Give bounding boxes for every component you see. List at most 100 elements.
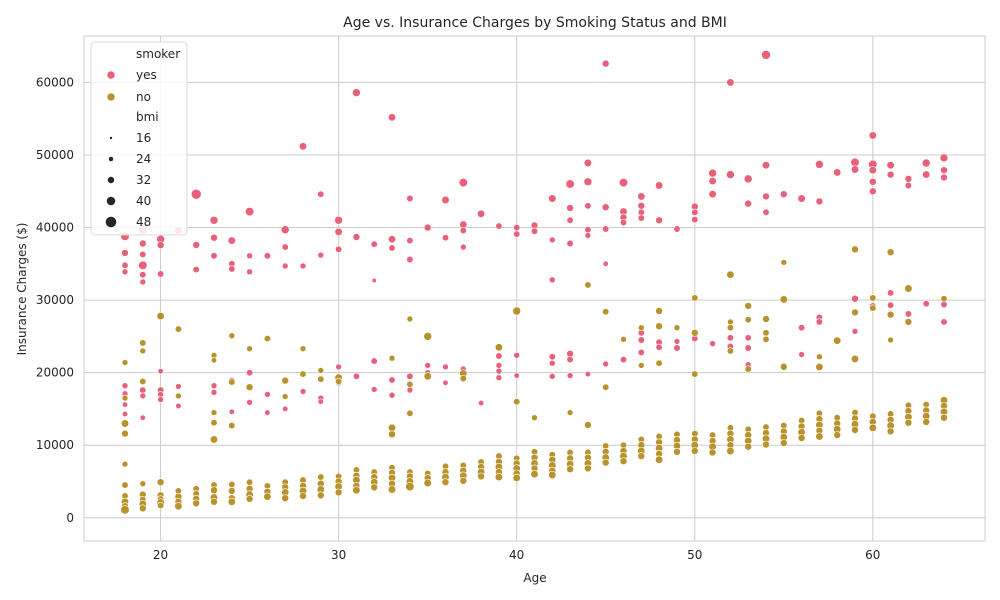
- point-smoker-no: [868, 423, 877, 432]
- plot-frame: [83, 35, 986, 542]
- point-smoker-no: [584, 464, 592, 473]
- point-smoker-yes: [708, 190, 717, 199]
- point-smoker-yes: [922, 170, 931, 179]
- point-smoker-yes: [282, 405, 289, 412]
- point-smoker-yes: [478, 400, 485, 407]
- point-smoker-yes: [246, 399, 253, 406]
- point-smoker-no: [121, 460, 129, 468]
- point-smoker-no: [121, 481, 129, 489]
- point-smoker-yes: [495, 374, 503, 381]
- point-smoker-no: [531, 414, 538, 421]
- point-smoker-yes: [299, 262, 307, 270]
- point-smoker-yes: [566, 239, 574, 248]
- point-smoker-yes: [210, 382, 218, 389]
- point-smoker-no: [210, 357, 218, 364]
- point-smoker-no: [387, 485, 397, 494]
- point-smoker-no: [797, 434, 806, 442]
- point-smoker-no: [726, 270, 735, 279]
- point-smoker-yes: [334, 215, 343, 225]
- point-smoker-no: [602, 383, 610, 391]
- point-smoker-yes: [726, 78, 735, 87]
- point-smoker-yes: [281, 243, 289, 251]
- point-smoker-yes: [228, 408, 235, 415]
- point-smoker-yes: [850, 165, 860, 174]
- point-smoker-yes: [798, 324, 806, 332]
- point-smoker-no: [566, 465, 574, 474]
- point-smoker-yes: [549, 236, 556, 244]
- point-smoker-yes: [210, 233, 218, 242]
- point-smoker-yes: [121, 249, 129, 257]
- point-smoker-no: [726, 347, 734, 355]
- point-smoker-no: [744, 365, 752, 373]
- point-smoker-yes: [886, 170, 895, 179]
- point-smoker-yes: [460, 243, 467, 251]
- point-smoker-no: [779, 295, 788, 304]
- point-smoker-no: [851, 308, 859, 317]
- point-smoker-no: [370, 483, 379, 492]
- point-smoker-no: [174, 502, 183, 511]
- point-smoker-no: [406, 380, 414, 388]
- point-smoker-yes: [743, 174, 753, 184]
- point-smoker-yes: [281, 262, 289, 270]
- point-smoker-yes: [637, 348, 645, 356]
- point-smoker-no: [423, 332, 433, 341]
- point-smoker-yes: [139, 414, 146, 421]
- point-smoker-yes: [940, 166, 948, 174]
- point-smoker-no: [406, 409, 414, 417]
- point-smoker-yes: [939, 153, 949, 163]
- point-smoker-yes: [352, 372, 360, 380]
- point-smoker-yes: [139, 278, 147, 286]
- point-smoker-no: [620, 336, 627, 343]
- point-smoker-yes: [673, 225, 681, 233]
- y-tick-label: 20000: [36, 366, 74, 380]
- point-smoker-yes: [602, 225, 610, 233]
- point-smoker-yes: [209, 215, 219, 225]
- point-smoker-yes: [797, 194, 806, 203]
- point-smoker-no: [139, 377, 147, 385]
- point-smoker-no: [281, 494, 290, 503]
- point-smoker-no: [887, 336, 894, 344]
- point-smoker-no: [299, 345, 307, 352]
- y-tick-label: 0: [66, 511, 74, 525]
- point-smoker-yes: [637, 192, 646, 201]
- point-smoker-yes: [139, 239, 147, 248]
- point-smoker-no: [833, 336, 842, 345]
- point-smoker-yes: [744, 334, 752, 342]
- legend-box: [90, 41, 188, 236]
- legend-size-label-40: 40: [136, 194, 151, 208]
- point-smoker-no: [512, 306, 522, 316]
- point-smoker-yes: [406, 372, 414, 380]
- point-smoker-yes: [138, 260, 148, 270]
- point-smoker-yes: [583, 177, 593, 187]
- point-smoker-yes: [513, 224, 521, 232]
- legend-marker-yes: [106, 70, 116, 80]
- point-smoker-no: [691, 294, 699, 302]
- point-smoker-yes: [549, 276, 556, 284]
- point-smoker-no: [246, 478, 254, 486]
- chart-title: Age vs. Insurance Charges by Smoking Sta…: [343, 15, 727, 31]
- point-smoker-yes: [619, 218, 628, 227]
- point-smoker-no: [638, 324, 645, 331]
- point-smoker-no: [744, 316, 752, 324]
- point-smoker-no: [228, 422, 236, 430]
- point-smoker-yes: [762, 192, 770, 201]
- point-smoker-yes: [246, 369, 254, 377]
- y-axis-label: Insurance Charges ($): [15, 223, 29, 356]
- legend-size-label-16: 16: [136, 131, 151, 145]
- point-smoker-no: [638, 362, 645, 369]
- point-smoker-no: [316, 491, 325, 500]
- point-smoker-yes: [708, 168, 717, 178]
- point-smoker-yes: [495, 222, 503, 230]
- point-smoker-yes: [868, 166, 877, 175]
- point-smoker-yes: [762, 208, 770, 216]
- point-smoker-no: [619, 457, 628, 466]
- legend-size-entries: 16 24 32 40 48: [105, 131, 151, 229]
- point-smoker-yes: [157, 368, 164, 375]
- point-smoker-yes: [815, 160, 824, 169]
- point-smoker-yes: [227, 236, 236, 245]
- point-smoker-yes: [406, 237, 414, 245]
- legend-label-yes: yes: [136, 68, 157, 82]
- legend-size-marker-16: [109, 136, 113, 140]
- point-smoker-yes: [157, 396, 164, 403]
